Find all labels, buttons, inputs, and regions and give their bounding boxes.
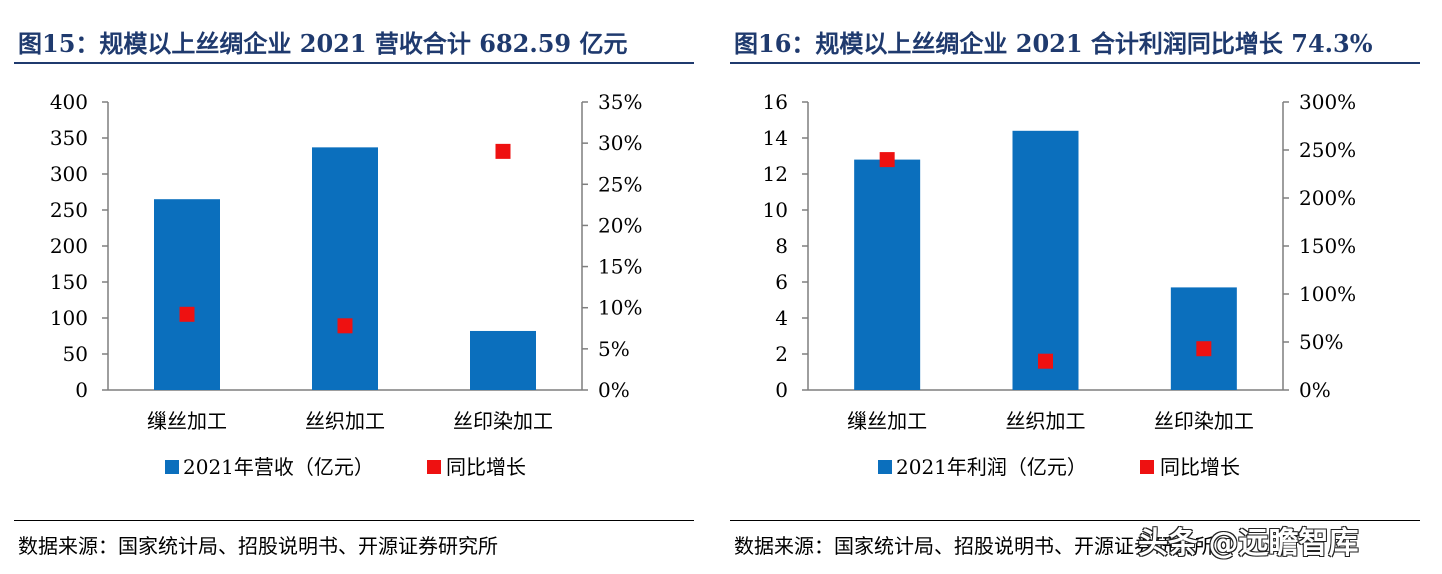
legend-swatch [165,460,179,474]
legend-swatch [878,460,892,474]
chart-title: 图15：规模以上丝绸企业 2021 营收合计 682.59 亿元 [18,29,628,58]
bar [470,330,536,390]
left-tick-label: 4 [775,306,788,330]
left-tick-label: 350 [50,126,88,150]
category-label: 缫丝加工 [847,409,927,433]
category-label: 丝织加工 [1006,409,1086,433]
right-tick-label: 5% [598,337,630,361]
right-tick-label: 30% [598,131,642,155]
bar [1012,130,1079,391]
right-tick-label: 10% [598,296,642,320]
right-tick-label: 15% [598,255,642,279]
right-tick-label: 35% [598,90,642,114]
legend-label: 同比增长 [446,455,526,479]
bar [312,147,378,390]
right-tick-label: 300% [1299,90,1356,114]
left-tick-label: 50 [63,342,88,366]
legend-label: 2021年利润（亿元） [896,455,1087,479]
left-tick-label: 12 [763,162,788,186]
revenue-chart: 0 50 100 150 200 250 300 350 400 0% 5% 10% 15% 20% 25%… [50,90,643,479]
chart-panel-profit: 图16：规模以上丝绸企业 2021 合计利润同比增长 74.3% 0 2 4 6 8 10… [728,0,1442,574]
profit-chart: 0 2 4 6 8 10 12 14 16 0% 50% 100% 150% 200% 250% 300% 缫丝… [763,90,1357,479]
bar [154,199,220,390]
category-label: 丝印染加工 [453,409,553,433]
source-divider [14,520,694,521]
legend-label: 2021年营收（亿元） [183,455,374,479]
category-label: 丝印染加工 [1154,409,1254,433]
bar [854,159,921,390]
growth-marker [337,318,353,334]
chart-source: 数据来源：国家统计局、招股说明书、开源证券研究所 [18,534,498,558]
left-tick-label: 0 [775,378,788,402]
left-tick-label: 150 [50,270,88,294]
right-tick-label: 25% [598,172,642,196]
growth-marker [495,143,511,159]
legend-swatch [1140,460,1154,474]
right-tick-label: 0% [598,378,630,402]
growth-marker [879,152,895,168]
left-tick-label: 14 [763,126,788,150]
chart-title: 图16：规模以上丝绸企业 2021 合计利润同比增长 74.3% [734,29,1373,58]
growth-marker [1038,353,1053,369]
left-tick-label: 6 [775,270,788,294]
legend-swatch [427,460,441,474]
right-tick-label: 150% [1299,234,1356,258]
right-tick-label: 200% [1299,186,1356,210]
legend-label: 同比增长 [1160,455,1240,479]
left-tick-label: 400 [50,90,88,114]
category-label: 缫丝加工 [147,409,227,433]
title-divider [730,62,1420,64]
growth-marker [179,306,195,322]
left-tick-label: 300 [50,162,88,186]
left-tick-label: 2 [775,342,788,366]
source-divider [730,520,1420,521]
watermark: 头条 @远瞻智库 [1138,526,1359,561]
category-label: 丝织加工 [305,409,385,433]
left-tick-label: 0 [75,378,88,402]
right-tick-label: 50% [1299,330,1343,354]
left-tick-label: 10 [763,198,788,222]
right-tick-label: 0% [1299,378,1331,402]
title-divider [14,62,694,64]
right-tick-label: 20% [598,213,642,237]
growth-marker [1196,341,1212,357]
left-tick-label: 8 [775,234,788,258]
right-tick-label: 250% [1299,138,1356,162]
left-tick-label: 250 [50,198,88,222]
right-tick-label: 100% [1299,282,1356,306]
chart-source: 数据来源：国家统计局、招股说明书、开源证券研究所 [734,534,1214,558]
left-tick-label: 100 [50,306,88,330]
chart-panel-revenue: 图15：规模以上丝绸企业 2021 营收合计 682.59 亿元 0 50 100 1… [0,0,700,574]
left-tick-label: 16 [763,90,788,114]
left-tick-label: 200 [50,234,88,258]
bar [1170,287,1237,390]
